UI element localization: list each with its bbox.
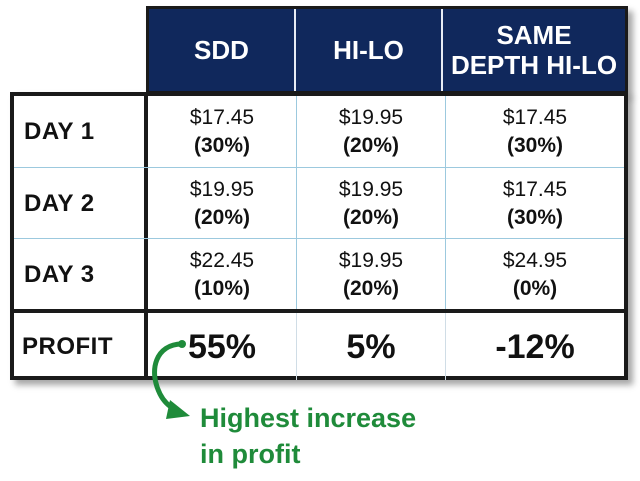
column-header-same-depth-hi-lo-text: SAME DEPTH HI-LO <box>450 20 618 80</box>
row-label: DAY 2 <box>14 168 148 239</box>
percent-value: (30%) <box>506 133 564 157</box>
profit-label: PROFIT <box>14 313 148 380</box>
percent-value: (0%) <box>512 276 558 300</box>
column-header-sdd: SDD <box>194 35 249 65</box>
table-header: SDD HI-LO SAME DEPTH HI-LO <box>146 6 628 94</box>
table-row: DAY 3 $22.45 (10%) $19.95 (20%) $24.95 (… <box>14 238 624 310</box>
percent-value: (20%) <box>342 276 400 300</box>
price-value: $19.95 <box>338 105 404 129</box>
percent-value: (10%) <box>193 276 251 300</box>
percent-value: (30%) <box>506 205 564 229</box>
profit-value-hi-lo: 5% <box>296 313 445 380</box>
table-cell: $17.45 (30%) <box>445 168 624 239</box>
table-cell: $17.45 (30%) <box>445 96 624 167</box>
percent-value: (20%) <box>342 205 400 229</box>
price-value: $22.45 <box>189 248 255 272</box>
table-cell: $19.95 (20%) <box>148 168 296 239</box>
annotation-line-1: Highest increase <box>200 403 417 433</box>
table-row: DAY 1 $17.45 (30%) $19.95 (20%) $17.45 (… <box>14 96 624 167</box>
profit-value-sdd: 55% <box>187 327 257 366</box>
table-cell: $17.45 (30%) <box>148 96 296 167</box>
table-row: DAY 2 $19.95 (20%) $19.95 (20%) $17.45 (… <box>14 167 624 239</box>
table-cell: $19.95 (20%) <box>296 96 445 167</box>
table-cell: $19.95 (20%) <box>296 239 445 310</box>
price-value: $24.95 <box>502 248 568 272</box>
profit-row: PROFIT 55% 5% -12% <box>14 309 624 380</box>
price-value: $17.45 <box>189 105 255 129</box>
price-value: $17.45 <box>502 177 568 201</box>
curved-arrow-icon <box>152 340 190 419</box>
row-label: DAY 3 <box>14 239 148 310</box>
column-header-hi-lo: HI-LO <box>294 9 441 91</box>
price-value: $19.95 <box>338 248 404 272</box>
price-value: $19.95 <box>338 177 404 201</box>
annotation-text: Highest increase in profit <box>200 400 416 472</box>
price-value: $19.95 <box>189 177 255 201</box>
annotation-line-2: in profit <box>200 439 301 469</box>
table-cell: $24.95 (0%) <box>445 239 624 310</box>
table-cell: $22.45 (10%) <box>148 239 296 310</box>
table-cell: $19.95 (20%) <box>296 168 445 239</box>
comparison-table: DAY 1 $17.45 (30%) $19.95 (20%) $17.45 (… <box>10 92 628 380</box>
price-value: $17.45 <box>502 105 568 129</box>
row-label: DAY 1 <box>14 96 148 167</box>
column-header-same-depth-hi-lo: SAME DEPTH HI-LO <box>441 9 625 91</box>
profit-value-same-depth-hi-lo: -12% <box>445 313 624 380</box>
percent-value: (20%) <box>342 133 400 157</box>
percent-value: (30%) <box>193 133 251 157</box>
percent-value: (20%) <box>193 205 251 229</box>
